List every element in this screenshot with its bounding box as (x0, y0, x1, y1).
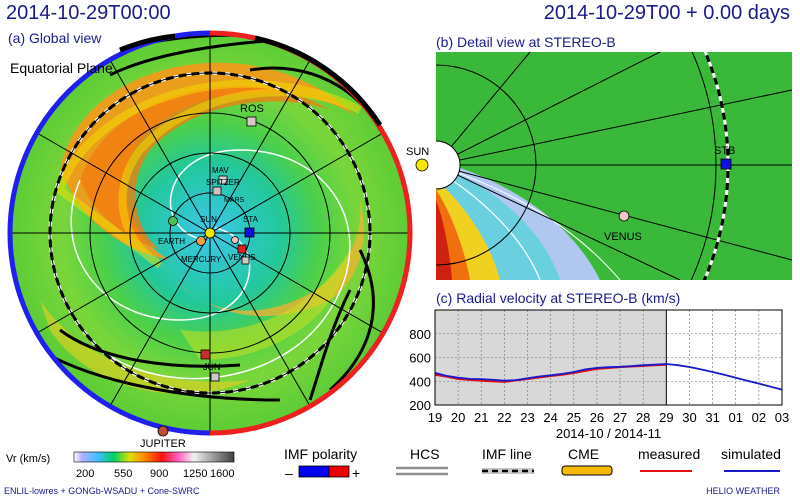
sun-label: SUN (200, 215, 217, 224)
x-tick-label: 19 (428, 410, 442, 425)
sun-marker (204, 227, 216, 239)
mercury-label: MERCURY (181, 255, 222, 264)
jupiter-label: JUPITER (140, 438, 186, 450)
equatorial-plane-label: Equatorial Plane (10, 60, 113, 76)
vr-tick-1600: 1600 (210, 468, 234, 480)
sta-marker (237, 244, 247, 254)
x-axis-label: 2014-10 / 2014-11 (556, 426, 661, 441)
y-tick-label: 200 (409, 398, 431, 413)
x-tick-label: 01 (728, 410, 742, 425)
imf-line-label: IMF line (482, 446, 532, 462)
imf-plus-label: + (352, 465, 360, 481)
juno-label: JUN (203, 362, 221, 372)
spitzer-label: SPITZER (206, 178, 240, 187)
imf-positive-swatch (328, 465, 350, 478)
model-credit: ENLIL-lowres + GONGb-WSADU + Cone-SWRC (4, 486, 200, 496)
y-tick-label: 600 (409, 351, 431, 366)
jupiter-marker (157, 425, 169, 437)
global-view-label: (a) Global view (8, 30, 102, 46)
mars-label: MARS (224, 197, 245, 204)
x-tick-label: 28 (636, 410, 650, 425)
venus-marker (231, 236, 239, 244)
chart-frame (434, 309, 783, 406)
x-tick-label: 02 (752, 410, 766, 425)
x-tick-label: 30 (682, 410, 696, 425)
hcs-label: HCS (410, 446, 440, 462)
x-tick-label: 31 (705, 410, 719, 425)
juno-marker-red (200, 349, 211, 360)
x-tick-label: 26 (590, 410, 604, 425)
earth-label: EARTH (158, 237, 185, 246)
measured-label: measured (638, 446, 700, 462)
simulated-label: simulated (721, 446, 781, 462)
stb-marker (244, 227, 255, 238)
earth-marker (168, 216, 178, 226)
x-tick-label: 21 (474, 410, 488, 425)
x-tick-label: 29 (659, 410, 673, 425)
x-tick-label: 23 (520, 410, 534, 425)
x-tick-label: 20 (451, 410, 465, 425)
detail-sun-label: SUN (406, 146, 429, 158)
y-tick-label: 400 (409, 374, 431, 389)
detail-sun-marker (415, 158, 429, 172)
x-tick-label: 27 (613, 410, 627, 425)
imf-polarity-ring-negative (7, 30, 211, 436)
series-simulated (434, 363, 783, 391)
global-objects: ROS MAV SPITZER MARS EARTH SUN STA MERCU… (140, 103, 264, 450)
radial-velocity-chart: 200 400 600 800 19 20 21 22 23 24 25 26 27 28 29 30 31 01… (409, 309, 789, 441)
vr-tick-1250: 1250 (183, 468, 207, 480)
vr-tick-200: 200 (76, 468, 94, 480)
detail-view-label: (b) Detail view at STEREO-B (436, 34, 616, 50)
detail-stb-marker (720, 158, 732, 170)
detail-venus-label: VENUS (604, 231, 642, 243)
mercury-marker (196, 236, 206, 246)
detail-view-plot (436, 52, 792, 280)
imf-polarity-label: IMF polarity (284, 446, 357, 462)
cme-label: CME (568, 446, 599, 462)
imf-negative-swatch (298, 465, 330, 478)
x-tick-label: 03 (775, 410, 789, 425)
detail-stb-label: STB (714, 145, 735, 157)
ros-marker (246, 116, 257, 127)
vr-tick-550: 550 (114, 468, 132, 480)
vr-label: Vr (km/s) (6, 453, 50, 465)
timestamp-title: 2014-10-29T00:00 (6, 2, 171, 24)
imf-minus-label: – (285, 465, 293, 481)
y-tick-label: 800 (409, 327, 431, 342)
vr-colorbar (73, 451, 235, 463)
detail-venus-marker (618, 210, 630, 222)
brand-label: HELIO WEATHER (706, 486, 780, 496)
mars-marker (212, 186, 222, 196)
juno-marker (210, 372, 220, 382)
cme-swatch (561, 465, 613, 476)
legend: Vr (km/s) 200 550 900 1250 1600 IMF pola… (6, 446, 781, 481)
radial-velocity-label: (c) Radial velocity at STEREO-B (km/s) (436, 290, 681, 306)
sta-label: STA (243, 215, 259, 224)
relative-time-title: 2014-10-29T00 + 0.00 days (543, 2, 790, 24)
ros-label: ROS (240, 103, 264, 115)
x-tick-label: 24 (543, 410, 557, 425)
mav-label: MAV (212, 166, 229, 175)
mav-marker (218, 175, 228, 185)
vr-tick-900: 900 (150, 468, 168, 480)
x-tick-label: 25 (567, 410, 581, 425)
x-tick-label: 22 (497, 410, 511, 425)
